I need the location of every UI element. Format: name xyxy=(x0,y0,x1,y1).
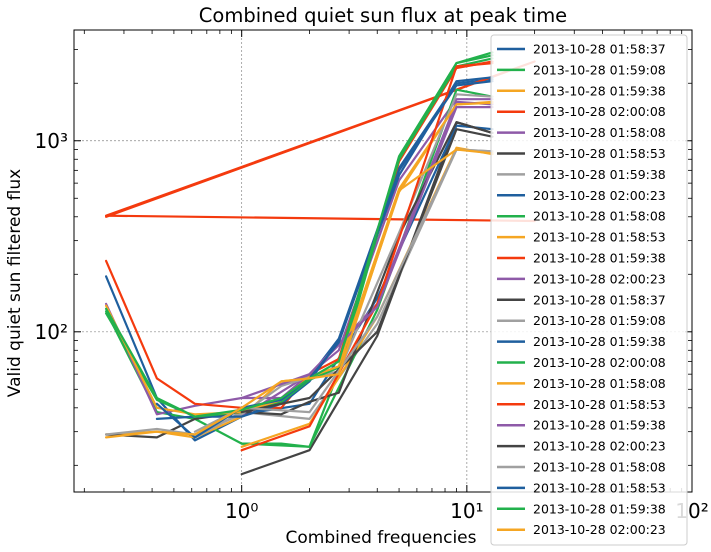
series-line-18 xyxy=(240,61,494,452)
legend-entry-label: 2013-10-28 02:00:23 xyxy=(533,522,666,537)
x-axis-label: Combined frequencies xyxy=(285,528,476,548)
legend-entry-label: 2013-10-28 01:58:08 xyxy=(533,125,666,140)
legend-entry-label: 2013-10-28 01:58:53 xyxy=(533,397,666,412)
x-tick-label: 10⁰ xyxy=(225,499,258,523)
series-line-23 xyxy=(104,51,494,418)
legend-entry-label: 2013-10-28 02:00:08 xyxy=(533,104,666,119)
y-axis-label: Valid quiet sun filtered flux xyxy=(5,169,25,397)
legend-entry-label: 2013-10-28 01:59:38 xyxy=(533,501,666,516)
legend-entry-label: 2013-10-28 01:59:38 xyxy=(533,334,666,349)
series-line-24 xyxy=(104,148,494,439)
legend-entry-label: 2013-10-28 02:00:23 xyxy=(533,439,666,454)
legend-entry-label: 2013-10-28 01:59:08 xyxy=(533,313,666,328)
legend-entry-label: 2013-10-28 01:58:53 xyxy=(533,230,666,245)
legend-entry-label: 2013-10-28 01:58:08 xyxy=(533,209,666,224)
series-line-9 xyxy=(240,88,494,448)
legend-entry-label: 2013-10-28 01:58:53 xyxy=(533,146,666,161)
series-line-4 xyxy=(104,60,536,223)
series-line-14 xyxy=(104,93,494,436)
legend-entry-label: 2013-10-28 01:58:37 xyxy=(533,292,666,307)
legend-entry-label: 2013-10-28 01:58:53 xyxy=(533,480,666,495)
legend: 2013-10-28 01:58:37 2013-10-28 01:59:08 20… xyxy=(490,34,688,546)
legend-entry-label: 2013-10-28 01:59:38 xyxy=(533,83,666,98)
legend-entry-label: 2013-10-28 02:00:23 xyxy=(533,271,666,286)
legend-entry-label: 2013-10-28 01:58:37 xyxy=(533,42,666,57)
legend-box xyxy=(490,34,688,546)
series-line-19 xyxy=(240,105,494,400)
series-lines xyxy=(104,51,536,476)
chart-title: Combined quiet sun flux at peak time xyxy=(199,4,567,27)
legend-entry-label: 2013-10-28 01:59:08 xyxy=(533,62,666,77)
y-tick-label: 10³ xyxy=(35,129,68,153)
legend-entry-label: 2013-10-28 01:59:38 xyxy=(533,418,666,433)
legend-entry-label: 2013-10-28 01:59:38 xyxy=(533,251,666,266)
legend-entry-label: 2013-10-28 01:59:38 xyxy=(533,167,666,182)
legend-entry-label: 2013-10-28 02:00:23 xyxy=(533,188,666,203)
series-line-20 xyxy=(240,128,494,414)
x-tick-label: 10¹ xyxy=(450,499,483,523)
plot-frame xyxy=(73,29,693,493)
y-tick-label: 10² xyxy=(35,320,68,344)
legend-entry-label: 2013-10-28 02:00:08 xyxy=(533,355,666,370)
legend-entry-label: 2013-10-28 01:58:08 xyxy=(533,460,666,475)
legend-entry-label: 2013-10-28 01:58:08 xyxy=(533,376,666,391)
